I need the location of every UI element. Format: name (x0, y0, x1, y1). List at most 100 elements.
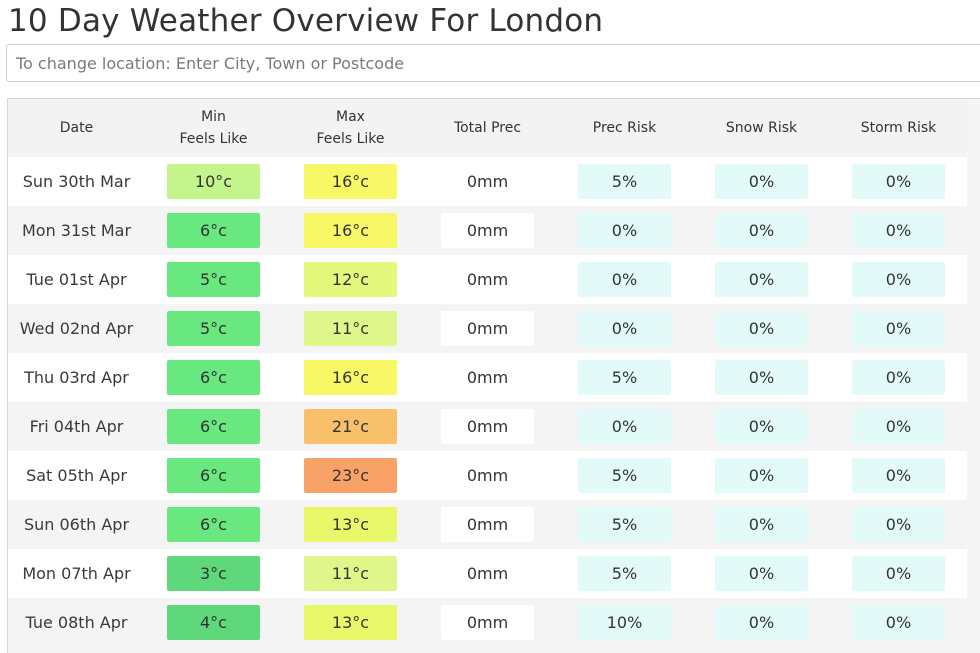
storm-risk-value: 0% (852, 556, 945, 591)
storm-risk-value: 0% (852, 164, 945, 199)
prec-risk-value: 5% (578, 507, 671, 542)
storm-risk-cell: 0% (830, 206, 967, 255)
snow-risk-cell: 0% (693, 598, 830, 647)
max-feels-like-cell: 16°c (282, 353, 419, 402)
min-temp-badge: 5°c (167, 262, 260, 297)
min-temp-badge: 6°c (167, 409, 260, 444)
max-temp-badge: 13°c (304, 507, 397, 542)
snow-risk-cell: 0% (693, 255, 830, 304)
max-feels-like-cell: 21°c (282, 402, 419, 451)
storm-risk-value: 0% (852, 507, 945, 542)
storm-risk-value: 0% (852, 458, 945, 493)
date-cell: Sun 30th Mar (8, 157, 145, 206)
prec-risk-value: 5% (578, 458, 671, 493)
header-total-prec: Total Prec (419, 99, 556, 157)
max-temp-badge: 13°c (304, 605, 397, 640)
header-date: Date (8, 99, 145, 157)
max-feels-like-cell: 13°c (282, 598, 419, 647)
table-row: Fri 04th Apr 6°c 21°c 0mm 0% 0% 0% (8, 402, 967, 451)
max-temp-badge: 11°c (304, 311, 397, 346)
table-row: Tue 01st Apr 5°c 12°c 0mm 0% 0% 0% (8, 255, 967, 304)
max-temp-badge: 23°c (304, 458, 397, 493)
total-prec-cell: 0mm (419, 402, 556, 451)
min-feels-like-cell: 6°c (145, 500, 282, 549)
max-feels-like-cell: 13°c (282, 500, 419, 549)
prec-risk-cell: 0% (556, 206, 693, 255)
min-temp-badge: 6°c (167, 507, 260, 542)
table-row: Thu 03rd Apr 6°c 16°c 0mm 5% 0% 0% (8, 353, 967, 402)
min-temp-badge: 5°c (167, 311, 260, 346)
storm-risk-value: 0% (852, 311, 945, 346)
max-feels-like-cell: 11°c (282, 304, 419, 353)
location-search-input[interactable] (6, 44, 980, 82)
min-temp-badge: 6°c (167, 213, 260, 248)
max-temp-badge: 16°c (304, 164, 397, 199)
max-feels-like-cell: 11°c (282, 549, 419, 598)
prec-risk-value: 0% (578, 213, 671, 248)
max-temp-badge: 11°c (304, 556, 397, 591)
total-prec-value: 0mm (441, 507, 534, 542)
prec-risk-cell: 5% (556, 353, 693, 402)
max-temp-badge: 16°c (304, 213, 397, 248)
storm-risk-cell: 0% (830, 255, 967, 304)
snow-risk-value: 0% (715, 360, 808, 395)
snow-risk-value: 0% (715, 605, 808, 640)
min-feels-like-cell: 6°c (145, 206, 282, 255)
max-temp-badge: 16°c (304, 360, 397, 395)
header-min-feels-like: Min Feels Like (145, 99, 282, 157)
prec-risk-value: 0% (578, 409, 671, 444)
total-prec-value: 0mm (441, 164, 534, 199)
header-prec-risk: Prec Risk (556, 99, 693, 157)
total-prec-cell: 0mm (419, 500, 556, 549)
min-temp-badge: 6°c (167, 360, 260, 395)
max-feels-like-cell: 16°c (282, 206, 419, 255)
total-prec-value: 0mm (441, 556, 534, 591)
snow-risk-value: 0% (715, 164, 808, 199)
table-row: Mon 07th Apr 3°c 11°c 0mm 5% 0% 0% (8, 549, 967, 598)
prec-risk-cell: 5% (556, 451, 693, 500)
max-feels-like-cell: 12°c (282, 255, 419, 304)
min-feels-like-cell: 5°c (145, 255, 282, 304)
storm-risk-cell: 0% (830, 304, 967, 353)
snow-risk-cell: 0% (693, 157, 830, 206)
date-cell: Wed 02nd Apr (8, 304, 145, 353)
snow-risk-cell: 0% (693, 304, 830, 353)
min-feels-like-cell: 6°c (145, 402, 282, 451)
snow-risk-value: 0% (715, 458, 808, 493)
header-min-line2: Feels Like (179, 131, 248, 147)
total-prec-cell: 0mm (419, 549, 556, 598)
page-title: 10 Day Weather Overview For London (8, 3, 604, 39)
total-prec-value: 0mm (441, 458, 534, 493)
total-prec-value: 0mm (441, 311, 534, 346)
weather-table-container: Date Min Feels Like Max Feels Like Total… (7, 98, 980, 653)
snow-risk-cell: 0% (693, 549, 830, 598)
table-row: Sun 06th Apr 6°c 13°c 0mm 5% 0% 0% (8, 500, 967, 549)
prec-risk-value: 5% (578, 360, 671, 395)
prec-risk-value: 0% (578, 262, 671, 297)
table-row: Sun 30th Mar 10°c 16°c 0mm 5% 0% 0% (8, 157, 967, 206)
storm-risk-cell: 0% (830, 402, 967, 451)
total-prec-cell: 0mm (419, 598, 556, 647)
min-feels-like-cell: 6°c (145, 353, 282, 402)
total-prec-cell: 0mm (419, 353, 556, 402)
total-prec-cell: 0mm (419, 451, 556, 500)
table-row: Sat 05th Apr 6°c 23°c 0mm 5% 0% 0% (8, 451, 967, 500)
total-prec-cell: 0mm (419, 304, 556, 353)
weather-table-body: Sun 30th Mar 10°c 16°c 0mm 5% 0% 0% Mon … (8, 157, 967, 647)
date-cell: Fri 04th Apr (8, 402, 145, 451)
table-row: Wed 02nd Apr 5°c 11°c 0mm 0% 0% 0% (8, 304, 967, 353)
date-cell: Sat 05th Apr (8, 451, 145, 500)
storm-risk-value: 0% (852, 262, 945, 297)
date-cell: Mon 07th Apr (8, 549, 145, 598)
snow-risk-value: 0% (715, 311, 808, 346)
header-max-feels-like: Max Feels Like (282, 99, 419, 157)
prec-risk-cell: 5% (556, 500, 693, 549)
prec-risk-value: 0% (578, 311, 671, 346)
total-prec-value: 0mm (441, 360, 534, 395)
header-snow-risk: Snow Risk (693, 99, 830, 157)
date-cell: Tue 01st Apr (8, 255, 145, 304)
storm-risk-cell: 0% (830, 549, 967, 598)
total-prec-value: 0mm (441, 262, 534, 297)
header-min-line1: Min (201, 109, 226, 125)
snow-risk-cell: 0% (693, 206, 830, 255)
